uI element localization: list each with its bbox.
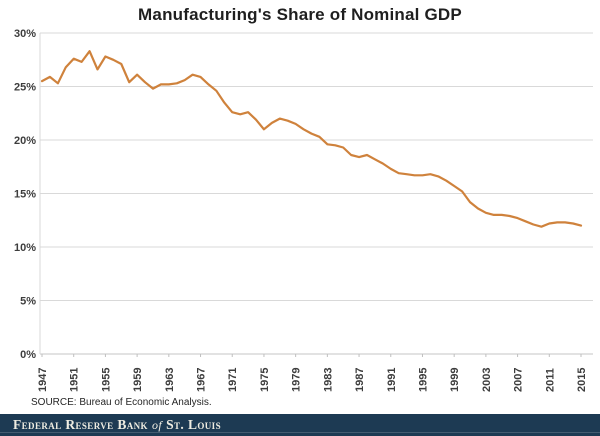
x-axis-tick-label: 1971 [227,368,239,392]
x-axis-tick-label: 2015 [576,368,588,392]
chart-title: Manufacturing's Share of Nominal GDP [138,5,462,24]
footer-city: St. Louis [166,417,221,432]
x-axis-tick-label: 2011 [544,368,556,392]
y-axis-tick-label: 20% [14,135,36,147]
x-axis-tick-label: 2003 [481,368,493,392]
x-axis-tick-label: 1975 [259,368,271,392]
footer-bar: Federal Reserve Bank of St. Louis [0,414,600,436]
y-axis-tick-label: 25% [14,82,36,94]
y-axis-tick-label: 30% [14,28,36,40]
y-axis-tick-label: 10% [14,242,36,254]
x-axis-tick-label: 1959 [132,368,144,392]
y-axis-tick-label: 15% [14,189,36,201]
line-chart: 0% 5% 10% 15% 20% 25% 30% 1947 1951 1955 1959 1963 1… [14,28,593,392]
y-axis-tick-label: 0% [20,349,36,361]
x-axis-tick-label: 2007 [513,368,525,392]
x-axis-tick-label: 1967 [196,368,208,392]
footer-of: of [151,417,163,432]
x-axis-tick-label: 1979 [291,368,303,392]
x-axis-tick-label: 1995 [417,368,429,392]
x-axis-tick-label: 1999 [449,368,461,392]
x-axis-tick-label: 1991 [386,368,398,392]
source-note: SOURCE: Bureau of Economic Analysis. [31,397,212,408]
x-axis-tick-label: 1955 [100,368,112,392]
x-axis-tick-label: 1963 [164,368,176,392]
y-axis-tick-label: 5% [20,296,36,308]
footer-bank-name: Federal Reserve Bank [13,417,148,432]
data-line [40,50,583,228]
x-axis-tick-label: 1947 [37,368,49,392]
x-axis-tick-label: 1983 [322,368,334,392]
x-axis-tick-label: 1987 [354,368,366,392]
x-axis-tick-label: 1951 [69,368,81,392]
